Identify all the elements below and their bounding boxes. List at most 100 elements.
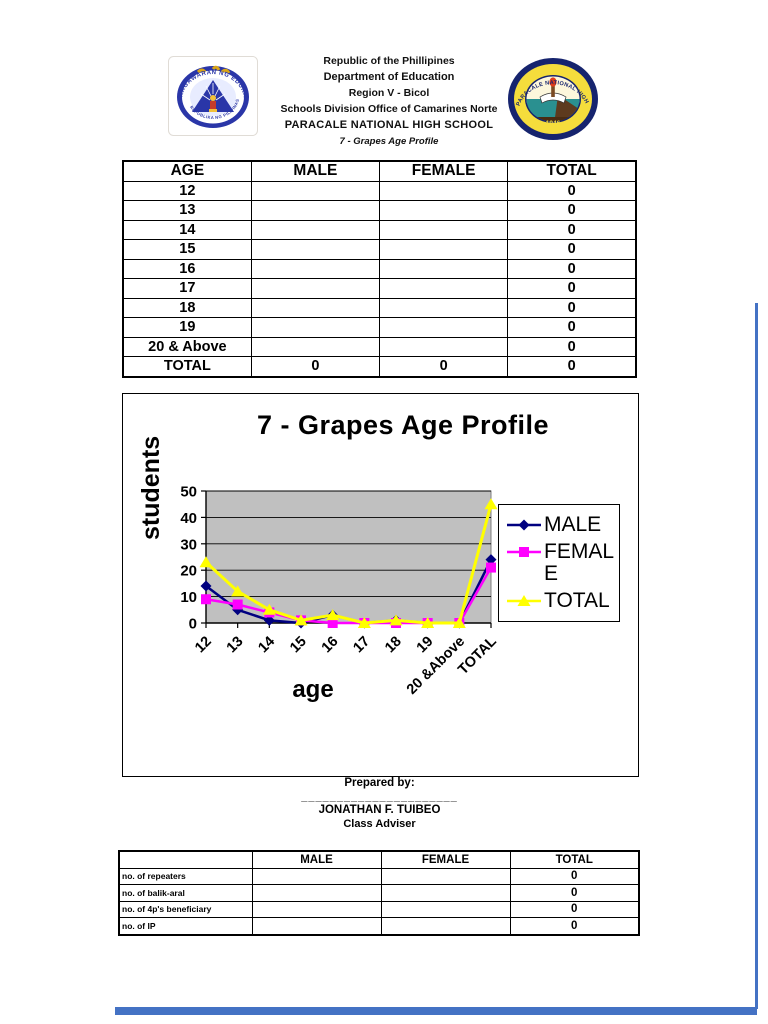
table-row: 19 0 <box>122 317 637 338</box>
table-cell: 19 <box>122 317 252 338</box>
marker-square <box>486 562 496 573</box>
summary-header-cell: MALE <box>251 850 382 869</box>
marker-triangle <box>326 609 340 621</box>
table-row: 14 0 <box>122 219 637 240</box>
table-cell: 13 <box>122 200 252 221</box>
marker-square <box>519 547 529 557</box>
prepared-by-block: Prepared by: ______________________ JONA… <box>122 777 637 830</box>
header-line-division: Schools Division Office of Camarines Nor… <box>280 103 498 115</box>
table-cell: 0 <box>507 239 637 260</box>
table-row: no. of IP 0 <box>118 917 640 935</box>
table-cell <box>378 297 509 318</box>
plot-background <box>205 490 492 624</box>
table-cell: 0 <box>250 356 381 377</box>
table-cell <box>250 258 381 279</box>
table-row: no. of 4p's beneficiary 0 <box>118 900 640 918</box>
table-cell <box>250 317 381 338</box>
chart-y-axis-label: students <box>137 435 165 541</box>
legend-label: TOTAL <box>544 589 610 612</box>
triangle-legend-icon <box>507 595 541 606</box>
marker-square <box>201 594 211 605</box>
marker-triangle <box>199 556 213 568</box>
table-cell: 0 <box>507 336 637 357</box>
table-cell <box>250 297 381 318</box>
chart-legend: MALE FEMALE TOTAL <box>498 504 620 622</box>
x-tick-label: 19 <box>414 634 437 657</box>
table-row: 18 0 <box>122 297 637 318</box>
marker-triangle <box>421 617 435 628</box>
table-cell: 0 <box>507 317 637 338</box>
summary-table-header-row: MALE FEMALE TOTAL <box>118 850 640 869</box>
marker-square <box>232 599 243 610</box>
table-cell: 0 <box>507 258 637 279</box>
table-cell <box>378 317 509 338</box>
x-tick-label: 16 <box>319 634 342 657</box>
marker-square <box>327 618 338 628</box>
table-cell: 0 <box>507 219 637 240</box>
y-tick-label: 20 <box>180 563 197 580</box>
marker-triangle <box>389 614 403 626</box>
marker-diamond <box>232 604 244 616</box>
pnhs-year: 1946 <box>546 120 561 127</box>
y-tick-label: 40 <box>180 510 197 527</box>
age-profile-table: AGE MALE FEMALE TOTAL 12 0 13 0 14 0 15 0 16 0 17 0 18 0… <box>122 160 637 378</box>
table-cell: TOTAL <box>122 356 252 377</box>
table-cell: 0 <box>507 180 637 201</box>
table-cell: 17 <box>122 278 252 299</box>
age-profile-chart: 0 10 20 30 40 50 12 13 14 15 16 17 18 19 20 &Above TOTA… <box>122 393 639 777</box>
x-tick-label: 18 <box>382 634 405 657</box>
table-row: 17 0 <box>122 278 637 299</box>
marker-diamond <box>200 580 212 592</box>
marker-diamond <box>518 519 530 531</box>
table-cell: 0 <box>507 297 637 318</box>
age-table-header-cell: FEMALE <box>378 160 509 182</box>
marker-diamond <box>263 614 275 626</box>
legend-label: FEMALE <box>544 540 615 585</box>
x-tick-label: 14 <box>255 634 278 657</box>
table-cell <box>378 239 509 260</box>
x-tick-label: 15 <box>287 634 310 657</box>
header-line-republic: Republic of the Phillipines <box>323 55 455 67</box>
table-cell: 12 <box>122 180 252 201</box>
table-cell: 16 <box>122 258 252 279</box>
diamond-legend-icon <box>507 519 541 531</box>
legend-label: MALE <box>544 513 602 536</box>
table-cell: 15 <box>122 239 252 260</box>
table-cell: 20 & Above <box>122 336 252 357</box>
y-tick-label: 50 <box>180 484 197 501</box>
table-row: TOTAL 0 0 0 <box>122 356 637 377</box>
age-table-header-cell: AGE <box>122 160 252 182</box>
table-cell <box>250 336 381 357</box>
table-cell: 0 <box>378 356 509 377</box>
table-cell: 0 <box>509 884 640 902</box>
table-row: 15 0 <box>122 239 637 260</box>
y-tick-label: 30 <box>180 536 197 553</box>
table-row: 12 0 <box>122 180 637 201</box>
table-cell <box>378 200 509 221</box>
scrollbar-vertical[interactable] <box>755 303 758 1009</box>
table-cell: 18 <box>122 297 252 318</box>
series-line-total <box>204 503 493 625</box>
header-line-region: Region V - Bicol <box>348 87 430 99</box>
table-cell: 0 <box>509 867 640 885</box>
bottom-blue-bar <box>115 1007 757 1015</box>
chart-x-axis-label: age <box>292 676 334 703</box>
summary-counts-table: MALE FEMALE TOTAL no. of repeaters 0 no. of … <box>118 850 640 936</box>
table-row: 16 0 <box>122 258 637 279</box>
y-tick-label: 0 <box>189 616 197 633</box>
table-cell <box>250 200 381 221</box>
paracale-nhs-seal-logo: PARACALE NATIONAL HIGH SCHOOL 1946 <box>504 51 600 148</box>
table-row: 20 & Above 0 <box>122 336 637 357</box>
table-cell: 0 <box>509 900 640 918</box>
table-cell <box>250 180 381 201</box>
table-cell: no. of 4p's beneficiary <box>118 900 253 918</box>
table-cell: 0 <box>509 917 640 935</box>
table-cell: no. of repeaters <box>118 867 253 885</box>
header-line-school: PARACALE NATIONAL HIGH SCHOOL <box>284 119 494 131</box>
table-cell: 0 <box>507 200 637 221</box>
summary-header-cell: TOTAL <box>509 850 640 869</box>
summary-header-cell <box>118 850 253 869</box>
table-cell: 0 <box>507 356 637 377</box>
table-cell <box>378 336 509 357</box>
